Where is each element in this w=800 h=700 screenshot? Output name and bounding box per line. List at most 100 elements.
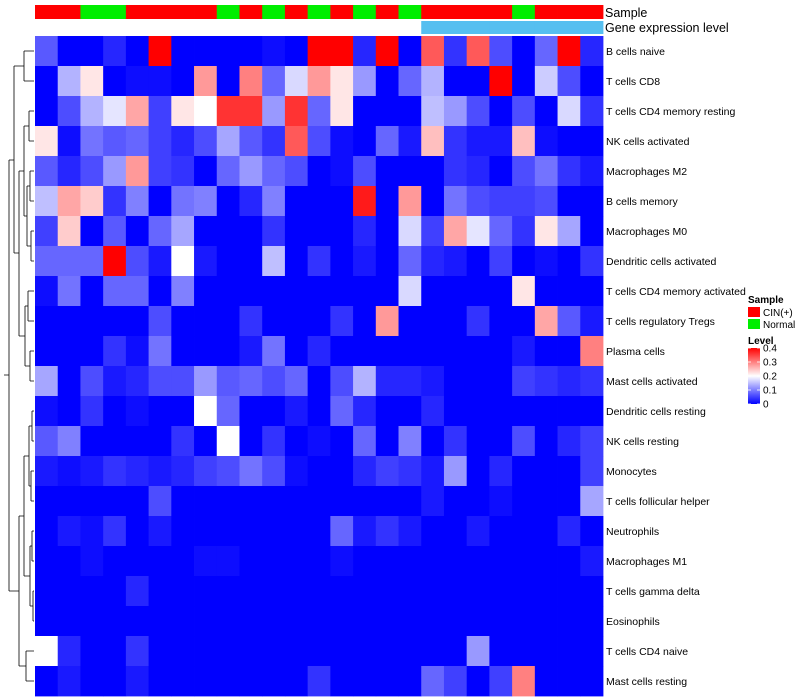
heatmap-cell [239, 426, 263, 457]
heatmap-cell [330, 516, 354, 547]
heatmap-cell [353, 576, 377, 607]
heatmap-cell [284, 156, 309, 187]
heatmap-cell [216, 306, 240, 337]
heatmap-cell [216, 666, 240, 697]
heatmap-cell [398, 246, 422, 277]
heatmap-cell [534, 216, 558, 247]
sample-cell [103, 5, 127, 19]
heatmap-cell [262, 366, 286, 397]
level-ticks: 0.4 0.3 0.2 0.1 0 [748, 344, 777, 411]
heatmap-cell [534, 36, 558, 67]
heatmap-cell [35, 126, 59, 157]
row-label: T cells CD4 memory resting [606, 106, 735, 118]
heatmap-cell [103, 66, 127, 97]
heatmap-cell [557, 246, 581, 277]
row-label: T cells follicular helper [606, 496, 710, 508]
heatmap-cell [239, 636, 263, 667]
heatmap-cell [534, 666, 558, 697]
heatmap-cell [421, 246, 445, 277]
heatmap-cell [512, 216, 536, 247]
heatmap-cell [216, 216, 240, 247]
heatmap-cell [239, 216, 263, 247]
heatmap-cell [580, 666, 604, 697]
heatmap-cell [580, 486, 604, 517]
heatmap-cell [489, 216, 513, 247]
heatmap-cell [443, 516, 468, 547]
heatmap-cell [489, 666, 513, 697]
heatmap-cell [148, 516, 172, 547]
sample-cell [57, 5, 81, 19]
heatmap-cell [512, 156, 536, 187]
legend-swatch-normal [748, 319, 760, 329]
heatmap-cell [557, 336, 581, 367]
heatmap-cell [284, 486, 309, 517]
heatmap-cell [353, 36, 377, 67]
heatmap-cell [57, 126, 81, 157]
heatmap-cell [262, 336, 286, 367]
heatmap-cell [57, 576, 81, 607]
heatmap-cell [103, 426, 127, 457]
heatmap-cell [466, 666, 490, 697]
heatmap-cell [216, 246, 240, 277]
heatmap-cell [375, 186, 399, 217]
heatmap-cell [239, 246, 263, 277]
heatmap-cell [262, 456, 286, 487]
heatmap-cell [262, 66, 286, 97]
heatmap-cell [148, 576, 172, 607]
heatmap-cell [580, 66, 604, 97]
heatmap-cell [35, 486, 59, 517]
heatmap-cell [239, 366, 263, 397]
heatmap-cell [284, 396, 309, 427]
expression-cell [421, 21, 445, 34]
heatmap-cell [35, 516, 59, 547]
heatmap-cell [375, 636, 399, 667]
heatmap-cell [307, 636, 331, 667]
heatmap-cell [80, 486, 104, 517]
heatmap-cell [284, 66, 309, 97]
row-label: Dendritic cells resting [606, 406, 706, 418]
heatmap-cell [125, 426, 149, 457]
heatmap-cell [534, 246, 558, 277]
heatmap-cell [557, 156, 581, 187]
row-label: Macrophages M0 [606, 226, 687, 238]
heatmap-cell [557, 366, 581, 397]
row-label: Monocytes [606, 466, 657, 478]
heatmap-cell [466, 456, 490, 487]
heatmap-cell [125, 546, 149, 577]
heatmap-cell [489, 186, 513, 217]
expression-cell [512, 21, 536, 34]
heatmap-cell [307, 606, 331, 637]
heatmap-cell [57, 246, 81, 277]
heatmap-cell [421, 666, 445, 697]
heatmap-cell [35, 186, 59, 217]
heatmap-cell [421, 486, 445, 517]
heatmap-cells [35, 36, 604, 697]
heatmap-cell [125, 336, 149, 367]
heatmap-cell [307, 126, 331, 157]
heatmap-cell [35, 366, 59, 397]
heatmap-cell [57, 606, 81, 637]
heatmap-cell [80, 126, 104, 157]
heatmap-cell [580, 396, 604, 427]
heatmap-cell [194, 66, 218, 97]
heatmap-cell [148, 546, 172, 577]
heatmap-cell [489, 546, 513, 577]
heatmap-cell [421, 126, 445, 157]
heatmap-cell [125, 516, 149, 547]
heatmap-cell [80, 636, 104, 667]
heatmap-cell [489, 456, 513, 487]
heatmap-cell [57, 276, 81, 307]
heatmap-cell [421, 216, 445, 247]
heatmap-cell [489, 336, 513, 367]
heatmap-cell [466, 546, 490, 577]
heatmap-cell [330, 126, 354, 157]
heatmap-cell [284, 246, 309, 277]
heatmap-cell [421, 186, 445, 217]
sample-cell [466, 5, 490, 19]
expression-cell [489, 21, 513, 34]
heatmap-cell [353, 426, 377, 457]
heatmap-cell [194, 516, 218, 547]
sample-cell [375, 5, 399, 19]
heatmap-cell [103, 546, 127, 577]
